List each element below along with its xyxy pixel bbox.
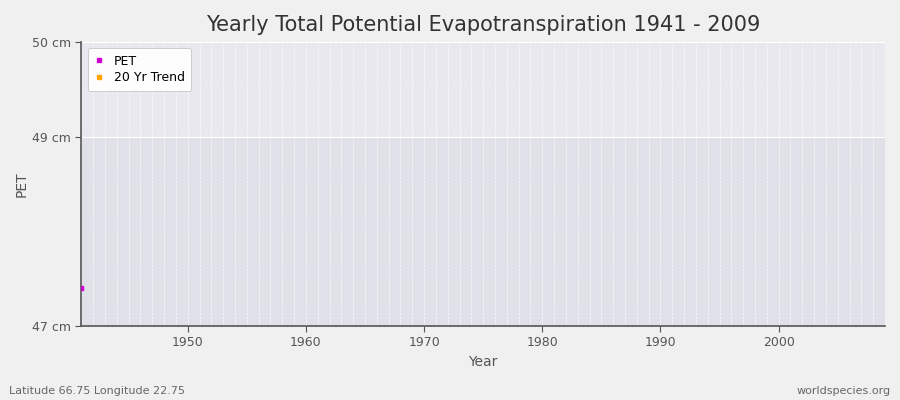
X-axis label: Year: Year bbox=[469, 355, 498, 369]
Text: worldspecies.org: worldspecies.org bbox=[796, 386, 891, 396]
Y-axis label: PET: PET bbox=[15, 171, 29, 197]
Legend: PET, 20 Yr Trend: PET, 20 Yr Trend bbox=[87, 48, 191, 91]
Title: Yearly Total Potential Evapotranspiration 1941 - 2009: Yearly Total Potential Evapotranspiratio… bbox=[206, 15, 760, 35]
Bar bbox=[81, 137, 885, 326]
Text: Latitude 66.75 Longitude 22.75: Latitude 66.75 Longitude 22.75 bbox=[9, 386, 185, 396]
